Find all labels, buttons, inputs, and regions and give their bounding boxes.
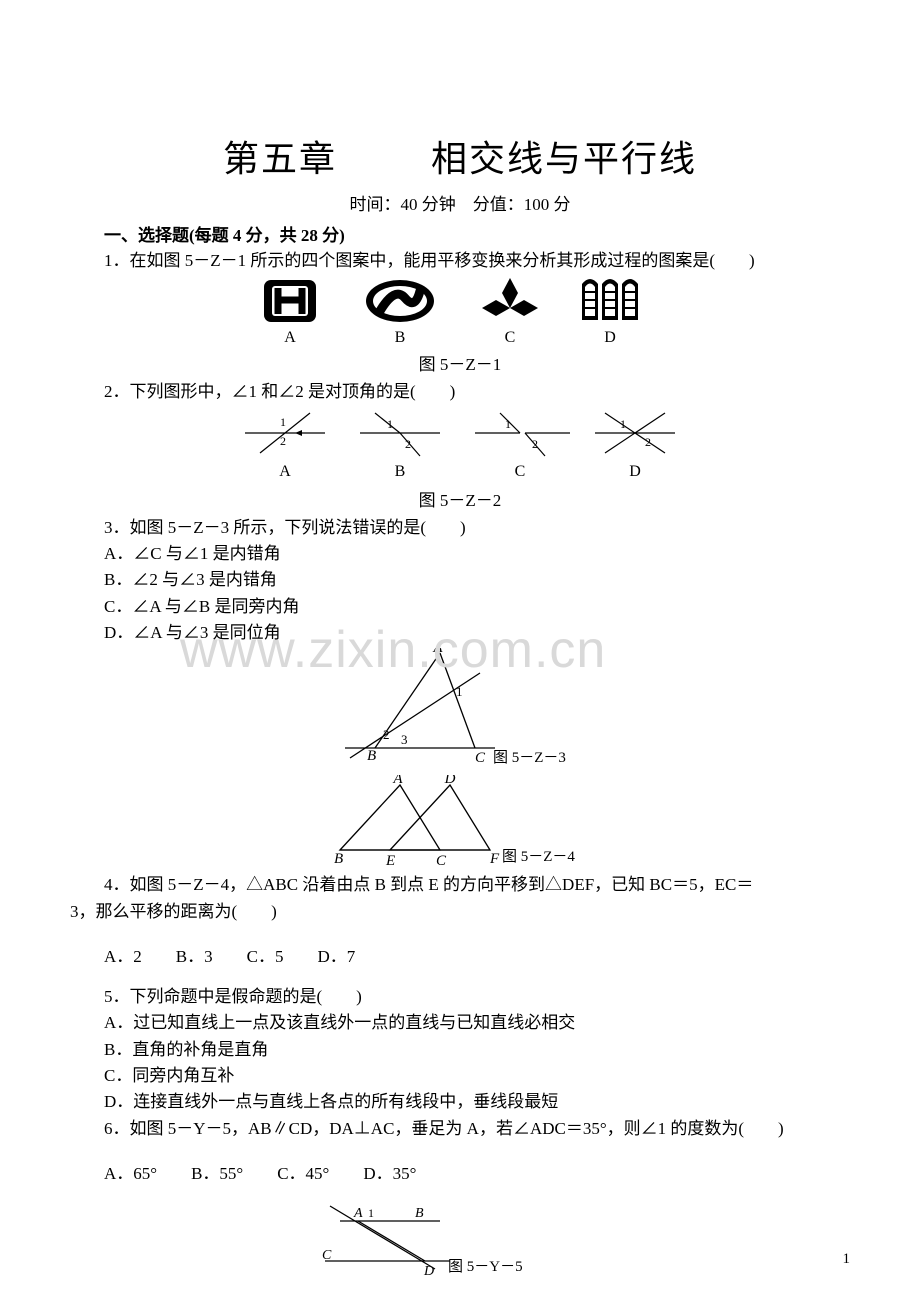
q5-opt-d: D．连接直线外一点与直线上各点的所有线段中，垂线段最短 (70, 1089, 850, 1115)
q3-figure: A B C 1 2 3 图 5－Z－3 (70, 648, 850, 773)
title-row: 第五章 相交线与平行线 (70, 130, 850, 182)
svg-text:A: A (353, 1206, 363, 1221)
svg-text:2: 2 (645, 435, 651, 449)
q5-text: 5．下列命题中是假命题的是( ) (70, 984, 850, 1010)
q4-caption: 图 5－Z－4 (502, 848, 575, 865)
q3-caption: 图 5－Z－3 (493, 749, 566, 766)
q2-opt-b-label: B (395, 463, 406, 480)
q2-opt-d-label: D (629, 463, 641, 480)
q1-caption: 图 5－Z－1 (70, 350, 850, 375)
q6-caption: 图 5－Y－5 (448, 1258, 523, 1275)
q2-figure: 1 2 A 1 2 B 1 2 C (70, 408, 850, 484)
q3-opt-b: B．∠2 与∠3 是内错角 (70, 567, 850, 593)
svg-text:2: 2 (532, 437, 538, 451)
meta-line: 时间：40 分钟 分值：100 分 (70, 190, 850, 215)
svg-text:A: A (432, 648, 443, 656)
page-number: 1 (843, 1251, 851, 1268)
q5-opt-a: A．过已知直线上一点及该直线外一点的直线与已知直线必相交 (70, 1010, 850, 1036)
q4-text-line1: 4．如图 5－Z－4，△ABC 沿着由点 B 到点 E 的方向平移到△DEF，已… (70, 872, 850, 898)
q1-opt-b-label: B (395, 329, 406, 346)
svg-text:1: 1 (456, 684, 463, 699)
chapter-label: 第五章 (223, 130, 337, 182)
q1-opt-c-icon (482, 278, 538, 316)
q3-opt-d: D．∠A 与∠3 是同位角 (70, 620, 850, 646)
svg-text:C: C (322, 1248, 332, 1263)
svg-text:1: 1 (620, 417, 626, 431)
svg-text:B: B (415, 1206, 424, 1221)
q3-opt-c: C．∠A 与∠B 是同旁内角 (70, 594, 850, 620)
q4-figure: A D B E C F 图 5－Z－4 (70, 775, 850, 870)
svg-text:C: C (436, 853, 447, 869)
q2-opt-b-icon: 1 2 (360, 413, 440, 456)
q1-opt-a-icon (264, 280, 316, 322)
q2-opt-a-label: A (279, 463, 291, 480)
svg-text:2: 2 (405, 437, 411, 451)
q2-opt-c-label: C (515, 463, 526, 480)
svg-text:2: 2 (383, 727, 390, 742)
q2-caption: 图 5－Z－2 (70, 486, 850, 511)
svg-text:C: C (475, 750, 486, 766)
q1-text: 1．在如图 5－Z－1 所示的四个图案中，能用平移变换来分析其形成过程的图案是(… (70, 248, 850, 274)
q4-options: A．2 B．3 C．5 D．7 (70, 942, 850, 967)
q5-opt-b: B．直角的补角是直角 (70, 1037, 850, 1063)
q1-figure: A B C (70, 276, 850, 348)
q2-text: 2．下列图形中，∠1 和∠2 是对顶角的是( ) (70, 379, 850, 405)
svg-text:1: 1 (280, 415, 286, 429)
q2-opt-a-icon: 1 2 (245, 413, 325, 453)
q4-text-line2: 3，那么平移的距离为( ) (70, 899, 850, 925)
q6-figure: A 1 B C D 图 5－Y－5 (70, 1201, 850, 1286)
svg-text:E: E (385, 853, 395, 869)
q3-opt-a: A．∠C 与∠1 是内错角 (70, 541, 850, 567)
q1-opt-d-icon (582, 279, 638, 320)
svg-text:D: D (423, 1264, 434, 1279)
svg-text:B: B (334, 851, 343, 867)
svg-text:2: 2 (280, 434, 286, 448)
svg-text:1: 1 (505, 417, 511, 431)
q3-text: 3．如图 5－Z－3 所示，下列说法错误的是( ) (70, 515, 850, 541)
q5-opt-c: C．同旁内角互补 (70, 1063, 850, 1089)
q6-text: 6．如图 5－Y－5，AB∥CD，DA⊥AC，垂足为 A，若∠ADC＝35°，则… (70, 1116, 850, 1142)
section-1-head: 一、选择题(每题 4 分，共 28 分) (70, 221, 850, 246)
q1-opt-b-icon (366, 280, 434, 322)
q6-options: A．65° B．55° C．45° D．35° (70, 1159, 850, 1184)
q2-opt-d-icon: 1 2 (595, 413, 675, 453)
svg-text:3: 3 (401, 732, 408, 747)
q2-opt-c-icon: 1 2 (475, 413, 570, 456)
svg-text:F: F (489, 851, 500, 867)
q1-opt-d-label: D (604, 329, 616, 346)
q1-opt-c-label: C (505, 329, 516, 346)
svg-text:1: 1 (368, 1206, 374, 1220)
svg-text:1: 1 (387, 417, 393, 431)
svg-text:D: D (444, 775, 456, 787)
chapter-name: 相交线与平行线 (431, 130, 697, 182)
q1-opt-a-label: A (284, 329, 296, 346)
svg-text:A: A (392, 775, 403, 787)
svg-text:B: B (367, 748, 376, 764)
